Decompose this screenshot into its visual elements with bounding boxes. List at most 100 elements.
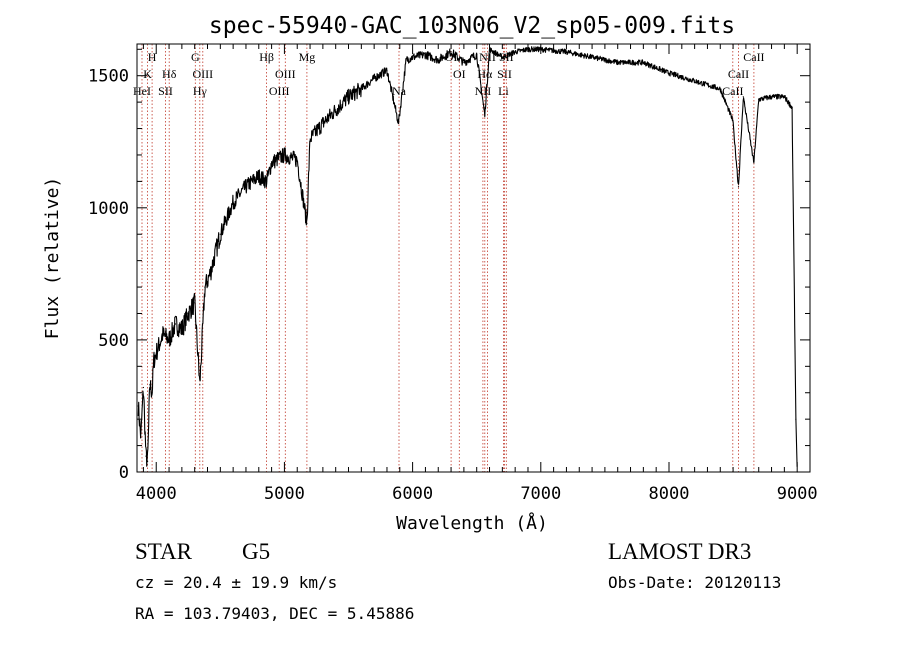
spectrum-point xyxy=(795,418,797,420)
y-tick-label: 1500 xyxy=(88,67,129,87)
line-marker-label: OIII xyxy=(269,84,290,98)
x-tick-label: 8000 xyxy=(649,484,690,504)
line-marker-label: Hβ xyxy=(259,50,274,64)
spectrum-point xyxy=(142,386,144,389)
y-tick-label: 500 xyxy=(98,331,129,351)
spectrum-point xyxy=(694,80,696,82)
spectrum-point xyxy=(732,120,734,122)
spectrum-point xyxy=(737,186,740,188)
spectrum-point xyxy=(145,455,147,457)
spectrum-point xyxy=(335,109,337,111)
spectrum-point xyxy=(617,61,619,64)
spectrum-point xyxy=(271,162,273,164)
line-marker-label: CaII xyxy=(728,67,749,81)
spectrum-point xyxy=(140,437,142,439)
spectrum-point xyxy=(405,59,407,61)
observation-date: Obs-Date: 20120113 xyxy=(608,573,782,592)
spectrum-point xyxy=(463,61,465,64)
spectrum-point xyxy=(151,392,153,394)
spectrum-point xyxy=(219,233,221,235)
spectrum-point xyxy=(450,51,452,53)
spectrum-point xyxy=(437,59,439,61)
ra-dec: RA = 103.79403, DEC = 5.45886 xyxy=(135,604,415,623)
spectrum-point xyxy=(758,98,760,101)
object-subclass: G5 xyxy=(242,539,271,564)
y-tick-label: 0 xyxy=(119,463,129,483)
spectrum-point xyxy=(373,77,375,79)
line-marker-label: K xyxy=(143,67,152,81)
line-marker-label: Mg xyxy=(299,50,316,64)
axis-tick-layer: 4000 5000 6000 7000 8000 9000 0 500 1000 1500 xyxy=(88,44,818,504)
spectrum-point xyxy=(347,96,350,98)
line-marker-label: CaII xyxy=(722,84,743,98)
plot-frame xyxy=(136,43,811,473)
x-tick-label: 9000 xyxy=(777,484,818,504)
line-marker-label: H xyxy=(148,50,157,64)
x-tick-label: 6000 xyxy=(392,484,433,504)
line-marker-label: Hδ xyxy=(162,67,177,81)
redshift-velocity: cz = 20.4 ± 19.9 km/s xyxy=(135,573,338,592)
spectrum-point xyxy=(306,223,308,225)
spectrum-point xyxy=(386,69,388,71)
spectrum-point xyxy=(719,88,721,90)
object-class: STAR xyxy=(135,539,192,564)
line-marker-label: Na xyxy=(392,84,407,98)
spectrum-point xyxy=(181,328,183,330)
x-tick-label: 7000 xyxy=(520,484,561,504)
line-marker-label: G xyxy=(191,50,200,64)
spectrum-point xyxy=(412,56,414,58)
spectrum-point xyxy=(791,106,793,108)
line-marker-label: OIII xyxy=(275,67,296,81)
spectrum-point xyxy=(187,312,189,315)
spectrum-point xyxy=(245,186,247,188)
spectrum-point xyxy=(266,180,268,182)
line-marker-label: HeI xyxy=(133,84,151,98)
survey-name: LAMOST DR3 xyxy=(608,539,752,564)
line-marker-label: CaII xyxy=(743,50,764,64)
spectrum-point xyxy=(162,334,164,336)
spectrum-point xyxy=(783,96,786,98)
spectrum-point xyxy=(199,384,201,386)
spectrum-point xyxy=(204,286,206,288)
spectrum-point xyxy=(168,339,170,341)
line-marker-label: NII xyxy=(479,50,496,64)
spectrum-point xyxy=(424,54,426,56)
spectrum-line xyxy=(137,46,798,467)
spectrum-point xyxy=(742,96,744,98)
spectrum-point xyxy=(209,273,211,275)
line-marker-label: OIII xyxy=(192,67,213,81)
spectrum-point xyxy=(514,51,516,53)
line-marker-label: Hγ xyxy=(193,84,208,98)
x-tick-label: 5000 xyxy=(264,484,305,504)
spectrum-layer xyxy=(137,46,798,473)
line-marker-label: Hα xyxy=(477,67,493,81)
line-marker-label: OI xyxy=(453,67,466,81)
spectrum-point xyxy=(360,88,362,90)
spectrum-point xyxy=(322,122,324,124)
spectrum-point xyxy=(770,96,773,98)
spectrum-point xyxy=(283,154,285,156)
chart-title: spec-55940-GAC_103N06_V2_sp05-009.fits xyxy=(209,13,735,39)
spectrum-point xyxy=(309,138,311,140)
x-tick-label: 4000 xyxy=(136,484,177,504)
spectrum-point xyxy=(232,201,234,204)
spectrum-point xyxy=(565,51,568,53)
spectrum-point xyxy=(476,54,478,56)
spectrum-point xyxy=(258,175,260,177)
line-marker-label: Li xyxy=(498,84,509,98)
spectrum-point xyxy=(174,323,177,325)
y-axis-label: Flux (relative) xyxy=(42,177,63,340)
line-marker-label: NII xyxy=(475,84,492,98)
line-marker-label: SII xyxy=(158,84,173,98)
line-marker-layer: HeIKHSIIHδGHγOIIIHβOIIIOIIIMgNaOIOINIIHα… xyxy=(133,44,765,472)
spectrum-point xyxy=(668,72,670,74)
x-axis-label: Wavelength (Å) xyxy=(396,512,548,534)
line-marker-label: SII xyxy=(497,67,512,81)
spectrum-point xyxy=(397,122,400,124)
spectrum-point xyxy=(642,61,645,64)
spectrum-point xyxy=(484,114,486,116)
spectrum-point xyxy=(149,384,151,386)
spectrum-point xyxy=(155,352,157,354)
spectrum-point xyxy=(194,302,196,304)
